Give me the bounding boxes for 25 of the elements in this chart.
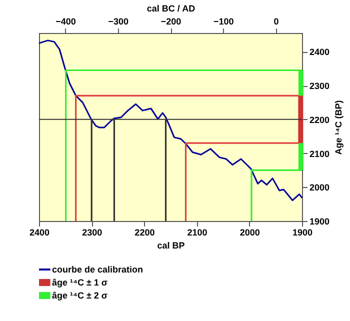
x-tick-label: 2400 — [29, 228, 50, 238]
x-tick-label: 2300 — [82, 228, 102, 238]
legend-label: âge ¹⁴C ± 1 σ — [52, 278, 108, 288]
bar — [298, 96, 304, 144]
x-tick-label: 2100 — [187, 228, 208, 238]
y-tick-label: 2100 — [310, 148, 330, 159]
x-tick-label: 2200 — [134, 228, 155, 238]
x2-tick-label: −100 — [213, 16, 234, 26]
x-axis-title: cal BP — [157, 240, 185, 250]
y-tick-label: 2300 — [310, 81, 330, 92]
y-tick-label: 1900 — [310, 216, 330, 226]
y-tick-label: 2400 — [310, 47, 330, 58]
legend-label: courbe de calibration — [52, 264, 144, 274]
x2-tick-label: −200 — [160, 16, 182, 26]
x2-axis-title: cal BC / AD — [146, 4, 196, 14]
x2-tick-label: −300 — [108, 16, 129, 26]
x2-tick-label: 0 — [274, 16, 279, 26]
legend-label: âge ¹⁴C ± 2 σ — [52, 290, 108, 300]
x-tick-label: 2000 — [240, 228, 260, 238]
y-tick-label: 2200 — [310, 114, 330, 125]
line-series — [38, 40, 303, 202]
x2-tick-label: −400 — [56, 16, 76, 26]
y-axis-title: Age ¹⁴C (BP) — [334, 100, 344, 155]
x-tick-label: 1900 — [292, 228, 313, 238]
y-tick-label: 2000 — [310, 182, 330, 193]
